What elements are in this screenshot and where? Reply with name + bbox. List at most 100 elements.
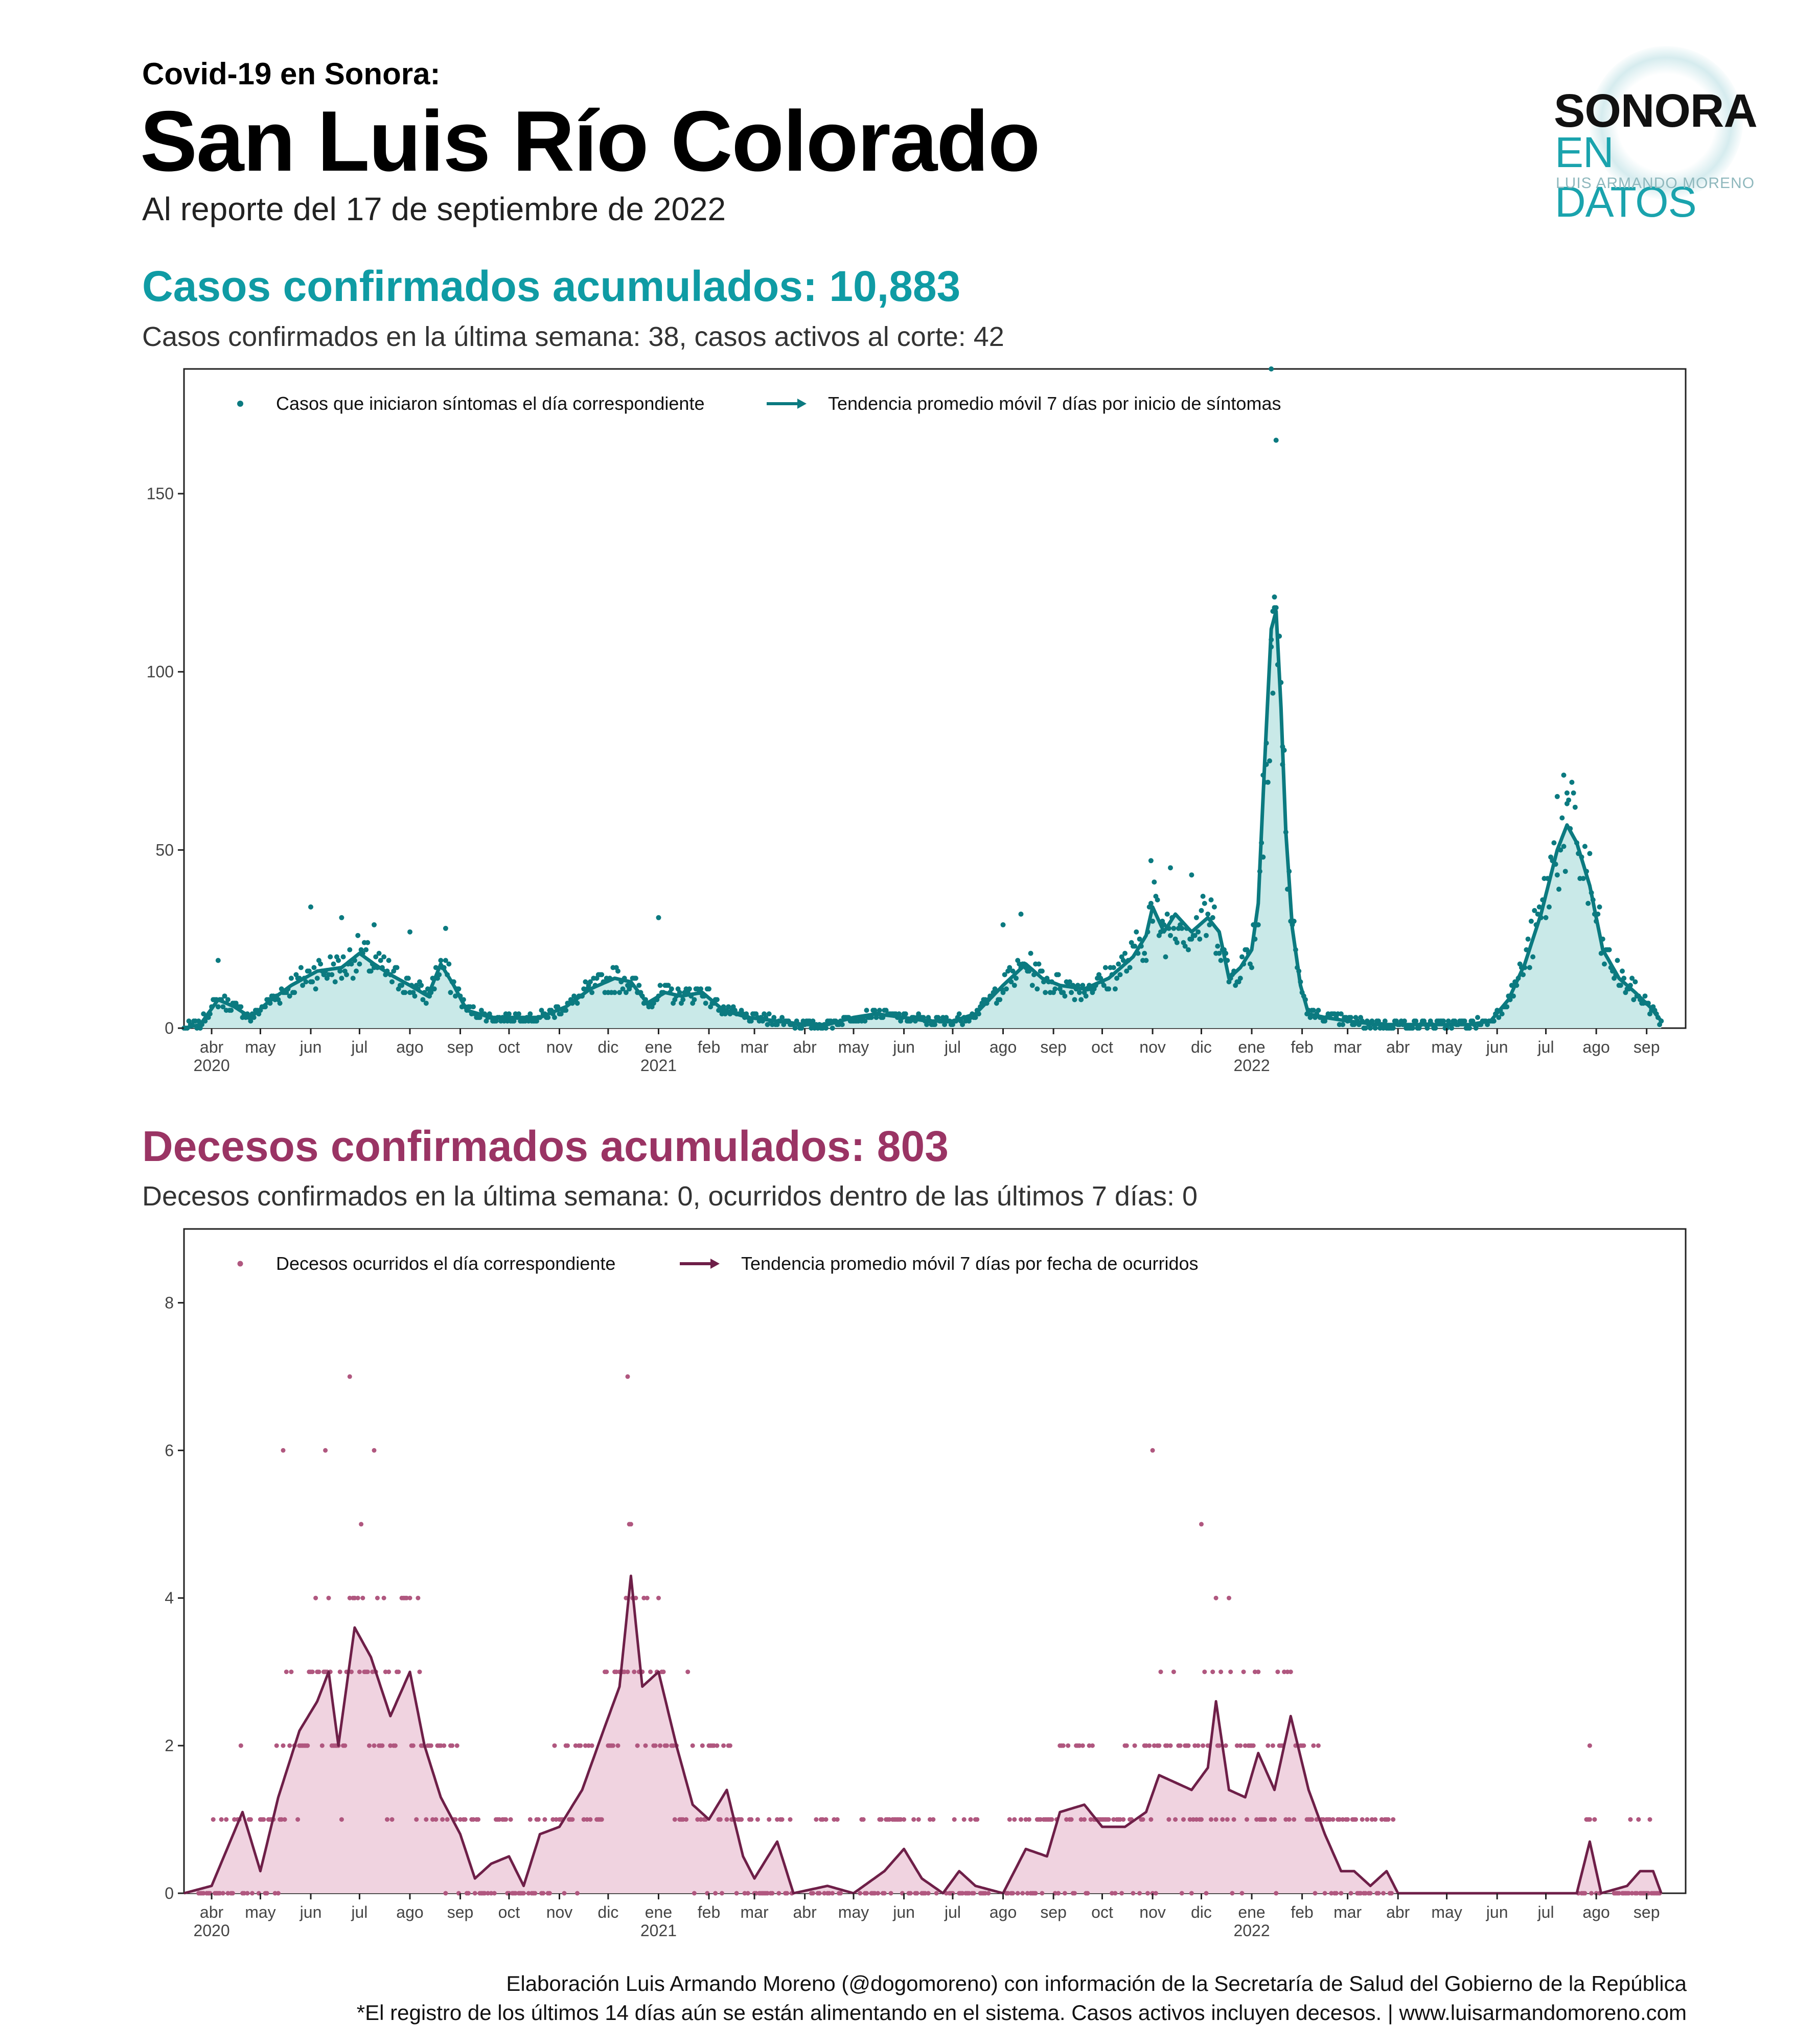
cases-point xyxy=(1413,1018,1419,1024)
deaths-point xyxy=(785,1891,790,1896)
deaths-point xyxy=(698,1817,703,1822)
deaths-point xyxy=(547,1891,552,1896)
cases-point xyxy=(706,986,711,992)
deaths-point xyxy=(1228,1669,1233,1675)
cases-point xyxy=(1002,972,1007,978)
cases-point xyxy=(726,1004,731,1010)
cases-point xyxy=(1475,1015,1480,1020)
cases-legend-line-arrow xyxy=(797,399,807,409)
deaths-point xyxy=(742,1891,747,1896)
cases-x-tick-year: 2021 xyxy=(640,1056,677,1075)
cases-point xyxy=(1496,1015,1502,1020)
deaths-point xyxy=(1194,1817,1199,1822)
cases-x-tick-label: sep xyxy=(1634,1038,1660,1056)
deaths-point xyxy=(908,1891,913,1896)
deaths-point xyxy=(305,1743,310,1748)
cases-x-tick-label: abr xyxy=(200,1038,224,1056)
cases-point xyxy=(1348,1015,1353,1020)
cases-point xyxy=(1168,933,1173,938)
deaths-point xyxy=(628,1522,633,1527)
deaths-point xyxy=(393,1743,398,1748)
cases-point xyxy=(1018,911,1024,917)
deaths-point xyxy=(342,1743,348,1748)
deaths-point xyxy=(536,1817,541,1822)
cases-point xyxy=(215,1004,221,1010)
cases-point xyxy=(228,1008,234,1013)
deaths-point xyxy=(380,1743,385,1748)
cases-point xyxy=(339,975,344,981)
deaths-x-tick-label: mar xyxy=(1333,1903,1362,1921)
cases-point xyxy=(1615,958,1620,963)
deaths-point xyxy=(788,1817,793,1822)
deaths-point xyxy=(1033,1891,1038,1896)
deaths-point xyxy=(573,1743,578,1748)
cases-point xyxy=(389,979,395,985)
cases-point xyxy=(1632,979,1638,985)
cases-point xyxy=(1239,954,1245,960)
deaths-point xyxy=(1023,1817,1028,1822)
cases-point xyxy=(1530,954,1536,960)
cases-point xyxy=(402,990,408,995)
deaths-point xyxy=(1282,1669,1287,1675)
cases-point xyxy=(288,975,294,981)
deaths-x-tick-label: feb xyxy=(698,1903,720,1921)
cases-point xyxy=(1562,869,1568,874)
deaths-x-tick-label: dic xyxy=(597,1903,618,1921)
cases-point xyxy=(1597,904,1602,910)
cases-point xyxy=(443,958,448,963)
deaths-point xyxy=(550,1817,556,1822)
cases-x-tick-label: jun xyxy=(300,1038,322,1056)
cases-y-tick-label: 50 xyxy=(155,841,174,859)
deaths-point xyxy=(1010,1891,1016,1896)
deaths-x-tick-label: ene xyxy=(1238,1903,1265,1921)
cases-point xyxy=(1441,1018,1446,1024)
deaths-point xyxy=(316,1669,321,1675)
cases-point xyxy=(623,990,629,995)
deaths-point xyxy=(416,1595,421,1600)
cases-x-tick-label: oct xyxy=(1091,1038,1113,1056)
cases-point xyxy=(394,965,400,970)
cases-point xyxy=(306,968,312,974)
cases-point xyxy=(587,979,593,985)
cases-point xyxy=(830,1026,835,1031)
cases-point xyxy=(347,947,353,953)
deaths-point xyxy=(552,1743,557,1748)
cases-x-tick-label: dic xyxy=(597,1038,618,1056)
cases-x-tick-label: mar xyxy=(1333,1038,1362,1056)
cases-point xyxy=(310,979,315,985)
cases-title: Casos confirmados acumulados: 10,883 xyxy=(142,262,961,310)
deaths-point xyxy=(542,1817,547,1822)
cases-point xyxy=(1642,993,1648,999)
cases-x-tick-label: nov xyxy=(546,1038,573,1056)
cases-point xyxy=(372,922,377,927)
deaths-point xyxy=(1148,1817,1154,1822)
cases-point xyxy=(1559,815,1565,821)
deaths-point xyxy=(1241,1669,1246,1675)
deaths-point xyxy=(1231,1817,1236,1822)
deaths-point xyxy=(1272,1817,1277,1822)
deaths-point xyxy=(1340,1817,1345,1822)
deaths-point xyxy=(1225,1817,1230,1822)
cases-x-tick-label: ago xyxy=(990,1038,1017,1056)
cases-point xyxy=(1101,983,1107,988)
deaths-point xyxy=(715,1743,720,1748)
cases-point xyxy=(1401,1018,1407,1024)
deaths-point xyxy=(1186,1743,1191,1748)
deaths-title: Decesos confirmados acumulados: 803 xyxy=(142,1122,949,1170)
cases-point xyxy=(1376,1018,1381,1024)
deaths-point xyxy=(1195,1743,1201,1748)
deaths-point xyxy=(1209,1817,1213,1822)
deaths-point xyxy=(1020,1891,1025,1896)
deaths-point xyxy=(624,1595,629,1600)
cases-point xyxy=(956,1011,962,1017)
deaths-point xyxy=(971,1891,976,1896)
deaths-y-tick-label: 8 xyxy=(165,1293,174,1312)
deaths-point xyxy=(1213,1595,1218,1600)
cases-point xyxy=(1137,936,1142,942)
cases-point xyxy=(1080,983,1086,988)
deaths-point xyxy=(1311,1743,1316,1748)
deaths-point xyxy=(622,1669,627,1675)
deaths-point xyxy=(388,1743,393,1748)
cases-point xyxy=(308,904,313,910)
deaths-point xyxy=(1158,1669,1163,1675)
